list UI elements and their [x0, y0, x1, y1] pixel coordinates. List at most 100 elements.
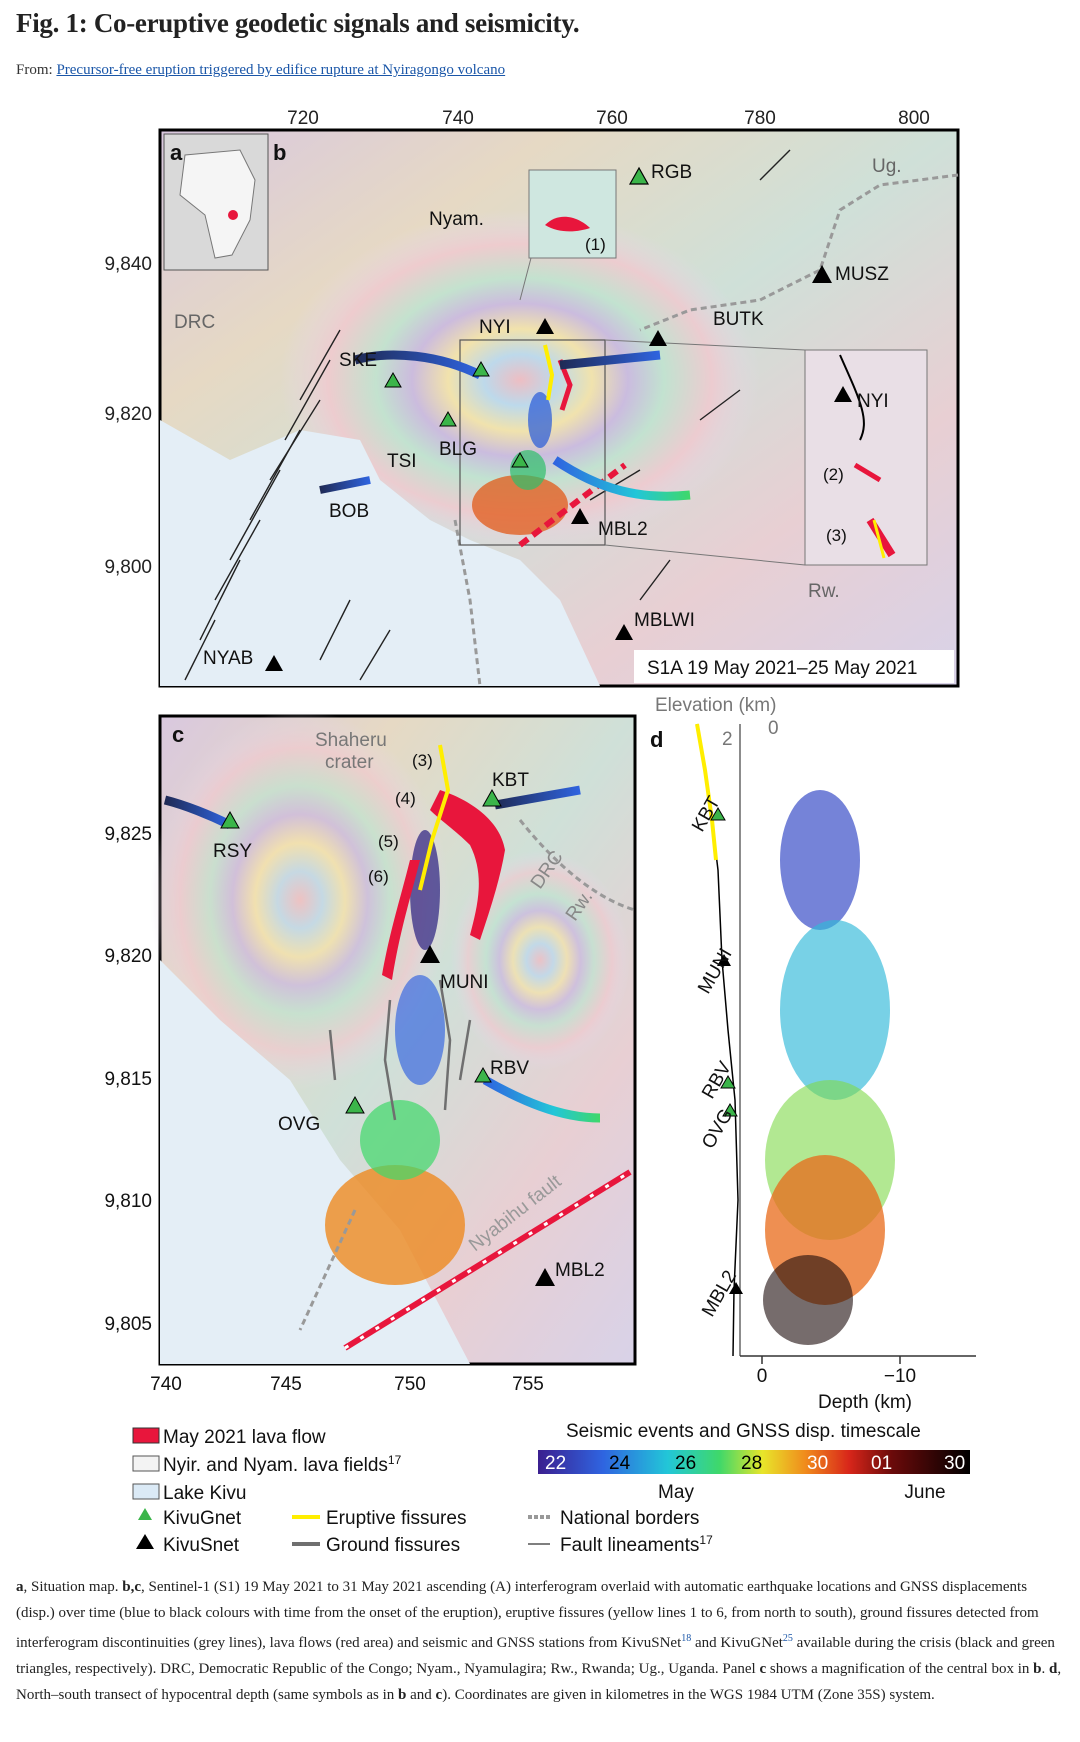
c-station-rsy-triangle	[220, 810, 240, 829]
inset-leader-top	[604, 339, 806, 351]
c-cluster-orange	[325, 1165, 465, 1285]
b-ytick-9840: 9,840	[104, 254, 152, 275]
caption-c-label: c	[759, 1661, 767, 1677]
figure-title: Fig. 1: Co-eruptive geodetic signals and…	[16, 8, 580, 38]
b-xtick-760: 760	[596, 108, 628, 129]
timescale-title: Seismic events and GNSS disp. timescale	[566, 1421, 921, 1442]
region-drc: DRC	[174, 312, 215, 333]
station-butk-triangle	[649, 330, 667, 346]
caption-a-text: , Situation map.	[23, 1579, 123, 1595]
region-nyam: Nyam.	[429, 209, 484, 230]
caption-bc-label: b,c	[122, 1579, 141, 1595]
panel-b-letter: b	[273, 140, 286, 165]
station-mblwi-triangle	[615, 624, 633, 640]
nyabihu-fault-b	[518, 462, 627, 548]
panel-c-fringes	[150, 710, 450, 1090]
c-station-kbt-triangle	[482, 788, 502, 807]
legend-lake: Lake Kivu	[163, 1483, 246, 1504]
figure-image: 720 740 760 780 800 9,840 9,820 9,800 a …	[104, 108, 976, 1556]
caption-ref-18[interactable]: 18	[681, 1633, 692, 1644]
caption-text3: available during the crisis (black and g…	[16, 1635, 1055, 1677]
inset-1-leader	[519, 257, 532, 301]
article-link[interactable]: Precursor-free eruption triggered by edi…	[56, 62, 506, 78]
c-lava-west	[382, 860, 420, 980]
panel-c-letter: c	[172, 722, 184, 747]
africa-outline	[179, 149, 256, 259]
station-butk: BUTK	[713, 309, 764, 330]
region-rw: Rw.	[808, 581, 840, 602]
timescale-tick-22: 22	[545, 1453, 566, 1474]
fault-lineaments	[184, 149, 791, 681]
c-xtick-745: 745	[270, 1374, 302, 1395]
source-line: From: Precursor-free eruption triggered …	[16, 62, 505, 79]
inset-right-lava3	[866, 517, 896, 558]
figure-caption: a, Situation map. b,c, Sentinel-1 (S1) 1…	[16, 1574, 1062, 1708]
station-nyi-triangle	[536, 318, 554, 334]
d-station-kbt-triangle	[710, 807, 726, 821]
station-bob: BOB	[329, 501, 369, 522]
station-rgb: RGB	[651, 162, 692, 183]
c-cluster-green	[360, 1100, 440, 1180]
c-station-rbv-triangle	[474, 1066, 492, 1083]
inset-fissure3-label: (3)	[826, 526, 847, 545]
caption-ref-25[interactable]: 25	[782, 1633, 793, 1644]
station-musz: MUSZ	[835, 264, 889, 285]
c-xtick-755: 755	[512, 1374, 544, 1395]
b-xtick-800: 800	[898, 108, 930, 129]
b-xtick-740: 740	[442, 108, 474, 129]
gnss-arrow-ske	[353, 350, 483, 380]
d-station-rbv-triangle	[720, 1075, 736, 1089]
timescale-june: June	[904, 1482, 945, 1503]
d-cloud-cyan	[780, 920, 890, 1100]
inset-right-fissure3	[872, 519, 886, 559]
d-station-muni: MUNI	[694, 945, 736, 998]
timescale-tick-24: 24	[609, 1453, 631, 1474]
station-ske: SKE	[339, 350, 377, 371]
caption-b-label: b	[1033, 1661, 1042, 1677]
c-national-border	[518, 819, 636, 912]
d-eruptive-fissure	[695, 723, 718, 861]
legend-eruptive: Eruptive fissures	[326, 1508, 466, 1529]
b-ytick-9800: 9,800	[104, 557, 152, 578]
caption-text4: shows a magnification of the central box…	[766, 1661, 1034, 1677]
caption-text7: and	[406, 1687, 436, 1703]
inset-1-lava	[545, 216, 590, 232]
c-gnss-arrow-kbt	[494, 785, 581, 810]
station-central-triangle	[511, 451, 529, 468]
station-nyi: NYI	[479, 317, 511, 338]
c-station-muni: MUNI	[440, 972, 489, 993]
c-ytick-9820: 9,820	[104, 946, 152, 967]
inset-fissure2-label: (2)	[823, 465, 844, 484]
inset-right-lava2	[853, 462, 882, 483]
c-station-rbv: RBV	[490, 1058, 529, 1079]
panel-c-fringes-east	[450, 850, 630, 1070]
legend-ground: Ground fissures	[326, 1535, 460, 1556]
station-ske-triangle	[384, 371, 402, 388]
b-xtick-780: 780	[744, 108, 776, 129]
b-xtick-720: 720	[287, 108, 319, 129]
c-eruptive-fissures	[418, 744, 451, 891]
inset-1	[528, 169, 617, 259]
legend-faults-text: Fault lineaments	[560, 1535, 699, 1556]
interferogram-fringes	[280, 210, 760, 550]
legend-lake-swatch	[132, 1483, 160, 1500]
caption-text2: and KivuGNet	[691, 1635, 783, 1651]
d-elev-tick-0: 0	[768, 718, 779, 739]
legend-borders: National borders	[560, 1508, 699, 1529]
d-elevation-label: Elevation (km)	[655, 695, 776, 716]
legend-lava-swatch	[132, 1427, 160, 1444]
caption-bc-text: , Sentinel-1 (S1) 19 May 2021 to 31 May …	[16, 1579, 1039, 1651]
c-station-kbt: KBT	[492, 770, 529, 791]
legend-fields-ref: 17	[388, 1453, 402, 1467]
caption-text6: , North–south transect of hypocentral de…	[16, 1661, 1062, 1703]
inset-right-border	[839, 354, 865, 441]
d-elev-tick-2: 2	[722, 729, 733, 750]
c-station-mbl2-triangle	[535, 1268, 555, 1286]
national-border-south	[453, 519, 482, 687]
station-tsi-triangle	[439, 410, 457, 427]
c-ytick-9810: 9,810	[104, 1191, 152, 1212]
timescale-tick-01: 01	[871, 1453, 892, 1474]
caption-a-label: a	[16, 1579, 24, 1595]
d-station-mbl2-triangle	[729, 1282, 743, 1294]
c-station-muni-triangle	[420, 945, 440, 963]
